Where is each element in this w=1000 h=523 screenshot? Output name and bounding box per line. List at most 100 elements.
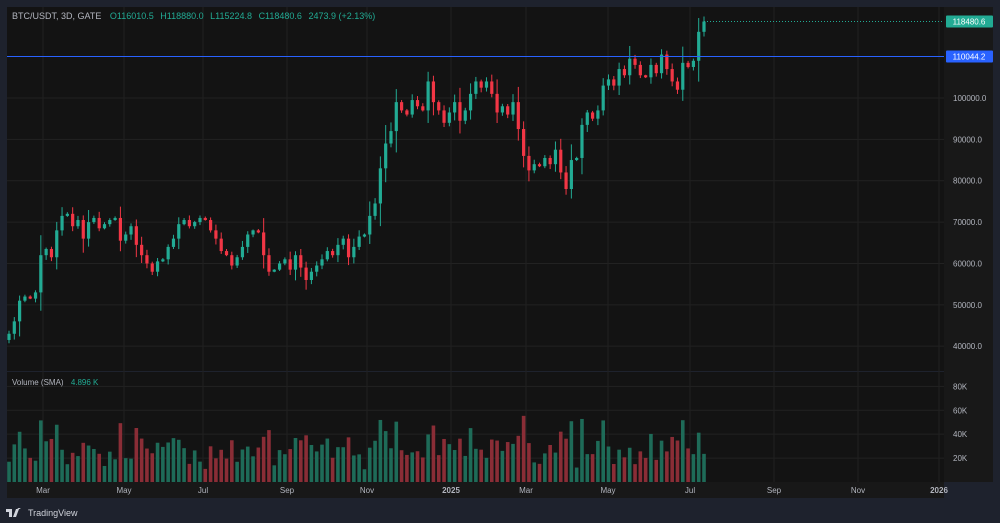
y-tick-label: 70000.0 [953, 218, 982, 227]
candle-body [553, 149, 558, 165]
candle-body [219, 238, 223, 252]
volume-bar [394, 421, 399, 482]
volume-bar [612, 464, 616, 482]
candle-body [506, 106, 510, 115]
tradingview-logo[interactable]: TradingView [6, 505, 78, 521]
candle-body [71, 213, 75, 227]
candle-body [331, 251, 335, 256]
volume-bar [521, 415, 526, 482]
legend-symbol: BTC/USDT, 3D, GATE [12, 11, 101, 21]
volume-bar [17, 431, 22, 482]
candle-body [702, 21, 706, 32]
volume-bar [558, 431, 563, 482]
candle-body [633, 58, 637, 65]
candle-body [315, 265, 319, 272]
candle-body [55, 230, 59, 258]
candle-body [389, 131, 393, 144]
volume-tick-label: 20K [953, 454, 968, 463]
candle-body [537, 164, 542, 167]
candle-body [468, 93, 473, 111]
candle-body [124, 234, 128, 241]
volume-bar [352, 455, 356, 482]
volume-bar [7, 461, 11, 482]
candle-body [23, 296, 27, 301]
volume-bar [479, 449, 483, 482]
candle-body [548, 157, 552, 165]
candle-body [697, 31, 701, 61]
candle-body [309, 271, 314, 280]
volume-bar [192, 450, 197, 482]
candle-body [686, 62, 690, 67]
candle-body [458, 102, 462, 121]
volume-bar [224, 458, 229, 482]
volume-tick-label: 80K [953, 382, 968, 391]
candle-body [399, 102, 404, 111]
price-axis[interactable] [944, 7, 993, 482]
x-tick-label: Nov [851, 486, 865, 495]
candle-body [108, 220, 112, 225]
volume-bar [251, 456, 255, 482]
legend-high: H118880.0 [160, 11, 203, 21]
volume-bar [670, 436, 674, 482]
volume-bar [97, 453, 101, 482]
volume-bar [39, 420, 43, 482]
candle-body [410, 100, 414, 115]
volume-bar [405, 454, 409, 482]
svg-text:Volume (SMA) 4.896 K: Volume (SMA) 4.896 K [12, 378, 99, 387]
candle-body [415, 100, 420, 107]
y-tick-label: 80000.0 [953, 177, 982, 186]
volume-bar [649, 433, 653, 482]
last-price-tag[interactable] [946, 15, 993, 28]
volume-bar [686, 448, 690, 482]
volume-bar [272, 465, 277, 482]
volume-bar [357, 454, 361, 482]
volume-bar [113, 459, 117, 482]
volume-bar [298, 440, 303, 482]
candle-body [596, 110, 600, 119]
volume-bar [49, 438, 54, 482]
candle-body [516, 102, 520, 130]
volume-bar [548, 444, 552, 482]
horizontal-line-tag[interactable] [946, 50, 993, 63]
volume-bar [516, 435, 521, 482]
x-tick-label: Jul [198, 486, 208, 495]
volume-legend-value: 4.896 K [71, 378, 99, 387]
volume-bar [293, 438, 298, 482]
volume-bar [436, 455, 441, 482]
volume-bar [680, 420, 685, 482]
y-tick-label: 100000.0 [953, 94, 987, 103]
price-pane[interactable] [7, 7, 944, 371]
volume-bar [590, 454, 595, 482]
candle-body [644, 75, 648, 78]
candle-body [368, 215, 372, 235]
candle-body [447, 112, 451, 123]
volume-bar [606, 446, 611, 482]
candle-body [214, 230, 218, 239]
volume-bar [139, 438, 144, 482]
volume-bar [511, 443, 515, 482]
volume-bar [277, 450, 282, 482]
candle-body [235, 257, 239, 266]
candle-body [601, 85, 605, 111]
candle-body [590, 112, 595, 119]
candle-body [44, 248, 48, 256]
time-axis[interactable] [7, 482, 944, 498]
volume-bar [495, 440, 499, 482]
volume-bar [129, 458, 133, 482]
volume-bar [378, 419, 383, 482]
candle-body [33, 292, 38, 299]
volume-bar [585, 454, 590, 482]
legend-change: 2473.9 (+2.13%) [308, 11, 375, 21]
volume-bar [627, 447, 632, 482]
candle-body [251, 230, 255, 235]
candle-body [118, 217, 123, 241]
candle-body [262, 232, 266, 256]
candle-body [65, 213, 69, 216]
volume-bar [155, 442, 160, 482]
candle-body [564, 172, 568, 189]
legend-low: L115224.8 [210, 11, 252, 21]
candle-body [479, 81, 483, 88]
volume-bar [65, 464, 70, 482]
